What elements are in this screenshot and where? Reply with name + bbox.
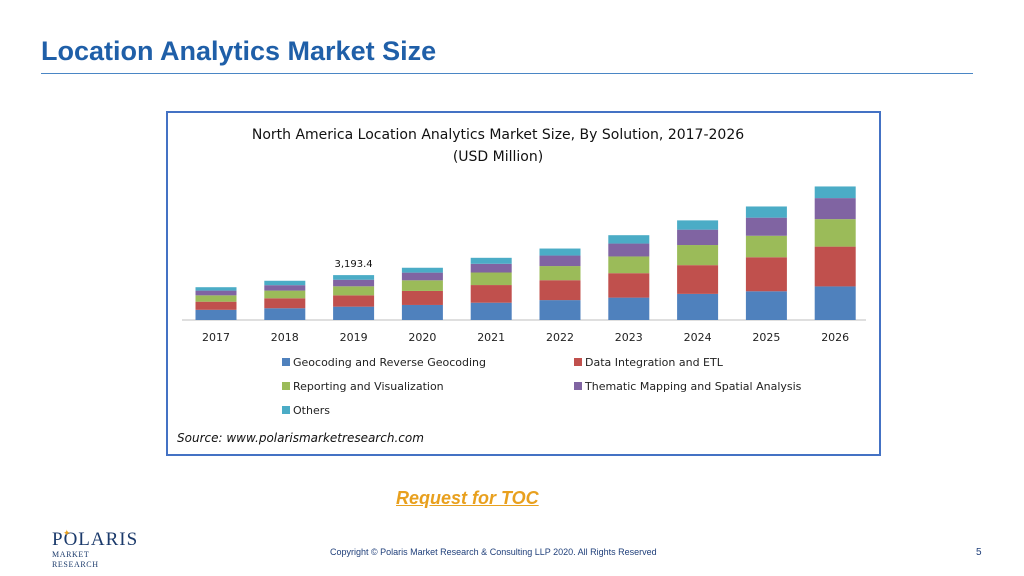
bar-2023-series-3: [608, 256, 650, 274]
stacked-bar-chart: North America Location Analytics Market …: [177, 127, 866, 445]
bar-2022-series-2: [539, 280, 581, 301]
chart-subtitle: (USD Million): [453, 149, 543, 165]
bar-2019-series-2: [333, 295, 375, 307]
bar-2026-series-5: [814, 186, 856, 199]
bar-2018-series-2: [264, 298, 306, 309]
legend-label: Data Integration and ETL: [585, 356, 724, 369]
bar-2024-series-3: [677, 245, 719, 266]
x-tick-label: 2024: [684, 331, 712, 344]
bar-2022-series-5: [539, 248, 581, 256]
x-tick-label: 2023: [615, 331, 643, 344]
bar-2017-series-2: [195, 301, 237, 310]
x-tick-label: 2021: [477, 331, 505, 344]
bar-2021-series-3: [470, 272, 512, 286]
title-divider: [41, 73, 973, 74]
bar-2021-series-1: [470, 302, 512, 320]
legend-label: Others: [293, 404, 330, 417]
bar-2019-series-5: [333, 275, 375, 280]
legend-label: Thematic Mapping and Spatial Analysis: [584, 380, 802, 393]
legend-label: Reporting and Visualization: [293, 380, 444, 393]
bar-2018-series-5: [264, 280, 306, 286]
bar-2021-series-5: [470, 257, 512, 264]
bar-2026-series-2: [814, 246, 856, 287]
bar-2020-series-2: [401, 290, 443, 305]
bar-2026-series-3: [814, 219, 856, 247]
bar-2017-series-4: [195, 290, 237, 296]
bar-2024-series-4: [677, 229, 719, 246]
bar-2018-series-3: [264, 290, 306, 299]
copyright-notice: Copyright © Polaris Market Research & Co…: [330, 547, 657, 557]
bar-2025-series-5: [745, 206, 787, 218]
legend-swatch: [282, 406, 290, 414]
bar-2025-series-4: [745, 217, 787, 236]
bar-2017-series-3: [195, 295, 237, 302]
bar-2026-series-4: [814, 198, 856, 220]
bar-2020-series-3: [401, 280, 443, 291]
bar-2024-series-2: [677, 265, 719, 294]
bar-2025-series-3: [745, 235, 787, 258]
bar-2024-series-5: [677, 220, 719, 230]
bar-2020-series-1: [401, 304, 443, 320]
bar-2018-series-1: [264, 308, 306, 320]
legend-swatch: [282, 358, 290, 366]
x-tick-label: 2018: [271, 331, 299, 344]
bar-2021-series-4: [470, 263, 512, 273]
x-tick-label: 2025: [752, 331, 780, 344]
bar-2020-series-5: [401, 267, 443, 273]
chart-frame: North America Location Analytics Market …: [166, 111, 881, 456]
polaris-logo: POLARIS ✦ MARKET RESEARCH: [52, 528, 139, 569]
bar-2020-series-4: [401, 272, 443, 281]
bar-2019-series-3: [333, 286, 375, 296]
legend-label: Geocoding and Reverse Geocoding: [293, 356, 486, 369]
page-title: Location Analytics Market Size: [41, 36, 437, 66]
x-tick-label: 2017: [202, 331, 230, 344]
bar-2025-series-2: [745, 257, 787, 292]
bar-2026-series-1: [814, 286, 856, 320]
bar-2025-series-1: [745, 291, 787, 320]
bar-2022-series-4: [539, 255, 581, 267]
chart-title: North America Location Analytics Market …: [252, 127, 744, 143]
bar-2017-series-1: [195, 309, 237, 320]
bar-2024-series-1: [677, 293, 719, 320]
chart-source: Source: www.polarismarketresearch.com: [177, 431, 424, 445]
logo-wordmark: POLARIS: [52, 529, 139, 550]
bar-2023-series-4: [608, 243, 650, 257]
request-toc-link[interactable]: Request for TOC: [396, 488, 539, 508]
bar-2023-series-2: [608, 273, 650, 298]
legend-swatch: [574, 358, 582, 366]
legend-swatch: [282, 382, 290, 390]
bar-2017-series-5: [195, 287, 237, 291]
legend-swatch: [574, 382, 582, 390]
bar-2021-series-2: [470, 285, 512, 303]
x-tick-label: 2022: [546, 331, 574, 344]
bar-2023-series-1: [608, 297, 650, 320]
bar-2022-series-3: [539, 266, 581, 281]
data-label-2019: 3,193.4: [335, 259, 373, 270]
bar-2023-series-5: [608, 235, 650, 244]
logo-subtitle: MARKET RESEARCH: [52, 550, 99, 569]
bar-2019-series-1: [333, 306, 375, 320]
star-icon: ✦: [63, 528, 71, 538]
x-tick-label: 2020: [408, 331, 436, 344]
x-tick-label: 2026: [821, 331, 849, 344]
bar-2022-series-1: [539, 300, 581, 320]
bar-2019-series-4: [333, 279, 375, 287]
x-tick-label: 2019: [340, 331, 368, 344]
page-number: 5: [976, 547, 982, 558]
bar-2018-series-4: [264, 285, 306, 291]
